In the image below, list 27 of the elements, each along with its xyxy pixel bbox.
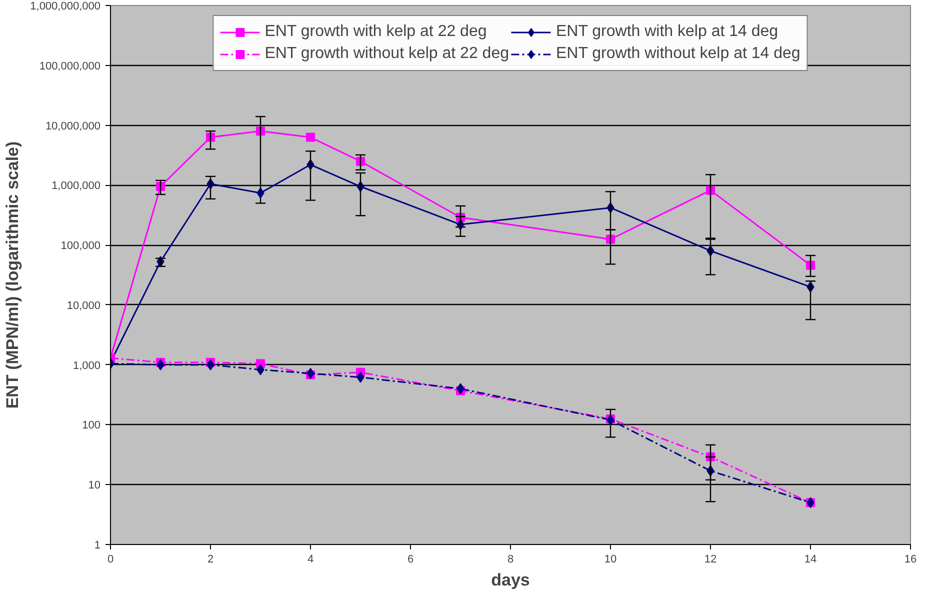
y-tick-label: 10,000,000 (45, 120, 101, 132)
x-tick-label: 12 (704, 554, 717, 566)
y-tick-label: 1 (94, 540, 101, 552)
x-tick-label: 0 (107, 554, 114, 566)
y-tick-label: 100 (82, 420, 101, 432)
legend-label: ENT growth without kelp at 22 deg (264, 45, 509, 63)
point (256, 188, 264, 198)
x-axis-title: days (491, 570, 530, 590)
legend-label: ENT growth with kelp at 14 deg (556, 23, 778, 41)
y-tick-label: 10,000 (66, 300, 101, 312)
x-tick-label: 8 (507, 554, 514, 566)
legend-label: ENT growth with kelp at 22 deg (264, 23, 487, 41)
x-tick-label: 10 (604, 554, 617, 566)
y-axis-title: ENT (MPN/ml) (logarithmic scale) (3, 141, 22, 409)
y-tick-label: 100,000,000 (39, 60, 100, 72)
x-tick-label: 14 (804, 554, 817, 566)
y-tick-label: 1,000 (72, 360, 101, 372)
x-tick-label: 16 (904, 554, 917, 566)
legend-label: ENT growth without kelp at 14 deg (556, 45, 800, 63)
point (306, 132, 315, 142)
y-tick-label: 100,000 (60, 240, 101, 252)
x-tick-label: 4 (307, 554, 314, 566)
x-tick-label: 2 (207, 554, 214, 566)
y-tick-label: 1,000,000,000 (30, 0, 101, 12)
x-tick-label: 6 (407, 554, 414, 566)
y-tick-label: 1,000,000 (52, 180, 100, 192)
y-tick-label: 10 (88, 480, 101, 492)
